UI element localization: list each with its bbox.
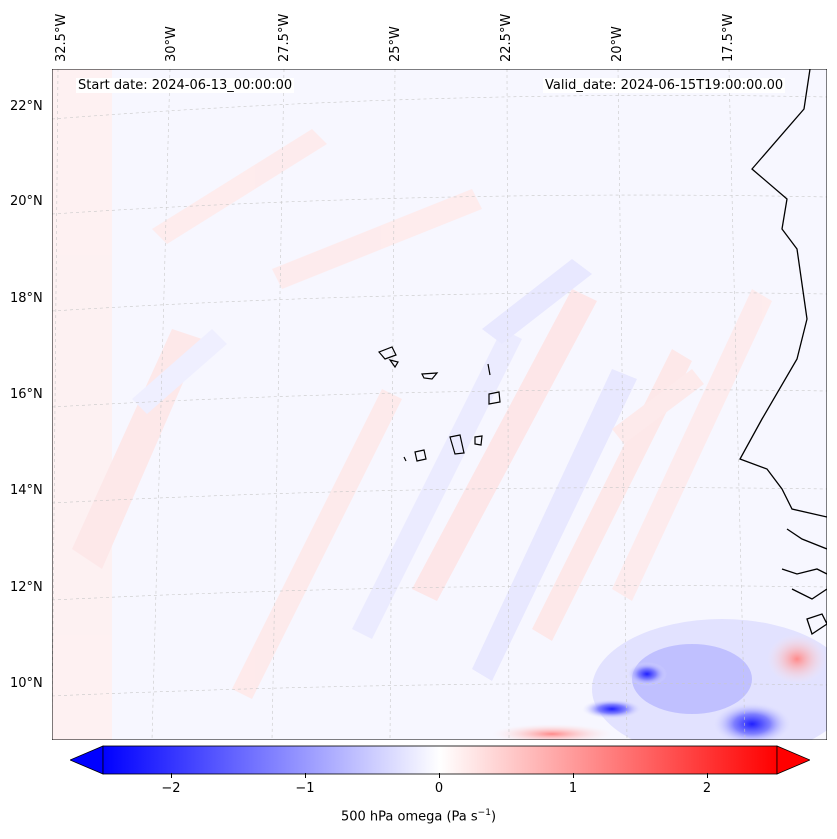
island-group [377, 346, 501, 462]
coastline-icon [739, 69, 827, 636]
colorbar-body [102, 745, 778, 775]
start-date-label: Start date: 2024-06-13_00:00:00 [76, 78, 295, 93]
colorbar-label: 500 hPa omega (Pa s−1) [0, 808, 837, 824]
omega-map [52, 69, 827, 740]
colorbar-tickmark [305, 773, 306, 778]
lon-label-30w: 30°W [164, 26, 179, 62]
colorbar-left-arrow [70, 745, 104, 775]
lon-label-22-5w: 22.5°W [499, 13, 514, 62]
colorbar-label-exponent: −1 [477, 808, 491, 818]
lon-label-25w: 25°W [388, 26, 403, 62]
omega-field [52, 69, 772, 740]
valid-date-label: Valid_date: 2024-06-15T19:00:00.00 [543, 78, 786, 93]
lon-label-27-5w: 27.5°W [277, 13, 292, 62]
colorbar-tick-label: −2 [161, 781, 181, 796]
lat-label-22n: 22°N [10, 99, 43, 114]
colorbar-tick-label: 2 [702, 781, 712, 796]
lat-label-18n: 18°N [10, 291, 43, 306]
lat-label-14n: 14°N [10, 483, 43, 498]
colorbar-label-text: 500 hPa omega (Pa s [340, 809, 478, 825]
lat-label-20n: 20°N [10, 194, 43, 209]
lat-label-10n: 10°N [10, 676, 43, 691]
colorbar-tickmark [439, 773, 440, 778]
colorbar-tickmark [573, 773, 574, 778]
lon-label-17-5w: 17.5°W [721, 13, 736, 62]
colorbar [70, 745, 810, 775]
colorbar-tick-label: 0 [434, 781, 444, 796]
colorbar-tick-label: −1 [295, 781, 315, 796]
convective-region [492, 619, 827, 740]
colorbar-right-arrow [776, 745, 810, 775]
lat-label-16n: 16°N [10, 387, 43, 402]
graticule [52, 69, 827, 740]
colorbar-label-suffix: ) [490, 809, 497, 825]
colorbar-tickmark [171, 773, 172, 778]
lon-label-32-5w: 32.5°W [54, 13, 69, 62]
colorbar-tick-label: 1 [568, 781, 578, 796]
lon-label-20w: 20°W [610, 26, 625, 62]
lat-label-12n: 12°N [10, 580, 43, 595]
colorbar-tickmark [707, 773, 708, 778]
